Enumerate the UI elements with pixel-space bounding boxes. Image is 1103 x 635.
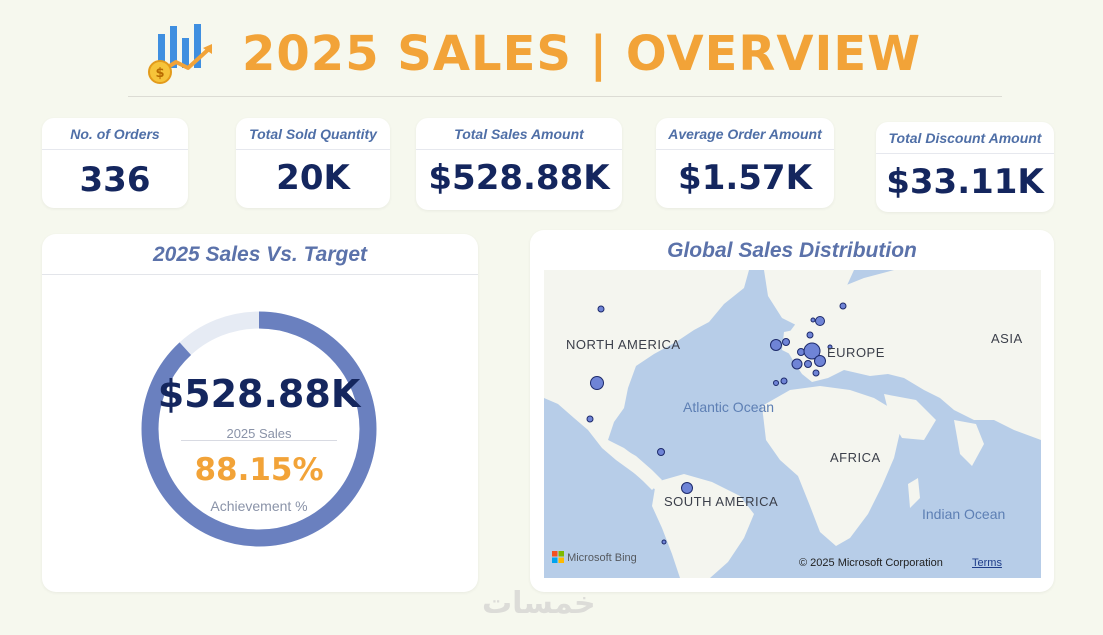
map-bubble [806,331,814,339]
kpi-value: $528.88K [428,158,610,198]
kpi-card-discount[interactable]: Total Discount Amount $33.11K [876,122,1054,212]
kpi-label: Total Sold Quantity [249,126,377,142]
gauge-achievement-label: Achievement % [210,498,308,514]
kpi-card-orders[interactable]: No. of Orders 336 [42,118,188,208]
map-bubble [586,415,594,423]
map-bubble [815,316,825,326]
map-label-south-america: SOUTH AMERICA [664,494,779,509]
map-bubble [810,317,816,323]
svg-text:$: $ [155,66,164,81]
microsoft-logo-icon [552,551,564,563]
map-bubble [597,305,605,313]
kpi-label: Total Sales Amount [454,126,584,142]
map-bubble [773,380,779,386]
kpi-card-average-order[interactable]: Average Order Amount $1.57K [656,118,834,208]
sales-vs-target-panel[interactable]: 2025 Sales Vs. Target $528.88K 2025 Sale… [42,234,478,592]
map-land [544,270,1041,578]
panel-title: 2025 Sales Vs. Target [152,243,368,266]
map-label-north-america: NORTH AMERICA [566,337,681,352]
kpi-card-quantity[interactable]: Total Sold Quantity 20K [236,118,390,208]
kpi-divider [42,149,188,150]
kpi-label: Total Discount Amount [888,130,1042,146]
map-bubble [780,377,788,385]
title-divider [128,96,1002,97]
kpi-divider [416,149,622,150]
kpi-card-sales-amount[interactable]: Total Sales Amount $528.88K [416,118,622,210]
kpi-label: No. of Orders [70,126,160,142]
bing-logo-text: Microsoft Bing [567,552,637,564]
map-copyright: © 2025 Microsoft Corporation [799,557,943,569]
kpi-value: 20K [276,158,350,198]
map-bubble [804,360,812,368]
sales-bubbles [586,302,847,545]
kpi-divider [876,153,1054,154]
sales-map[interactable]: NORTH AMERICA EUROPE ASIA AFRICA SOUTH A… [544,270,1041,578]
gauge-sales-value: $528.88K [157,372,361,416]
map-bubble [782,338,790,346]
map-bubble [590,376,604,390]
map-bubble [657,448,665,456]
watermark: خمسات [482,586,596,621]
map-label-asia: ASIA [991,331,1023,346]
map-bubble [791,358,803,370]
map-bubble [812,369,820,377]
bar-chart-coin-icon: $ [148,24,212,84]
map-label-atlantic: Atlantic Ocean [683,399,775,415]
map-bubble [661,539,667,545]
gauge-sales-label: 2025 Sales [226,426,292,441]
map-bubble [827,344,833,350]
kpi-divider [656,149,834,150]
map-bubble [797,348,805,356]
achievement-donut [141,311,377,547]
map-bubble [803,342,821,360]
gauge-divider [181,440,337,441]
bing-logo: Microsoft Bing [552,551,637,564]
map-bubble [681,482,693,494]
kpi-label: Average Order Amount [668,126,822,142]
panel-title: Global Sales Distribution [667,239,917,262]
panel-divider [42,274,478,275]
map-label-indian: Indian Ocean [922,506,1006,522]
kpi-value: $1.57K [678,158,812,198]
gauge-achievement-value: 88.15% [194,452,324,488]
map-label-africa: AFRICA [830,450,881,465]
map-bubble [814,355,826,367]
map-terms-link[interactable]: Terms [972,557,1002,569]
donut-fill [141,311,377,547]
map-label-europe: EUROPE [827,345,885,360]
kpi-divider [236,149,390,150]
page-title: 2025 SALES | OVERVIEW [242,26,922,82]
kpi-value: 336 [79,160,151,200]
map-bubble [839,302,847,310]
map-bubble [770,339,782,351]
kpi-value: $33.11K [886,162,1044,202]
